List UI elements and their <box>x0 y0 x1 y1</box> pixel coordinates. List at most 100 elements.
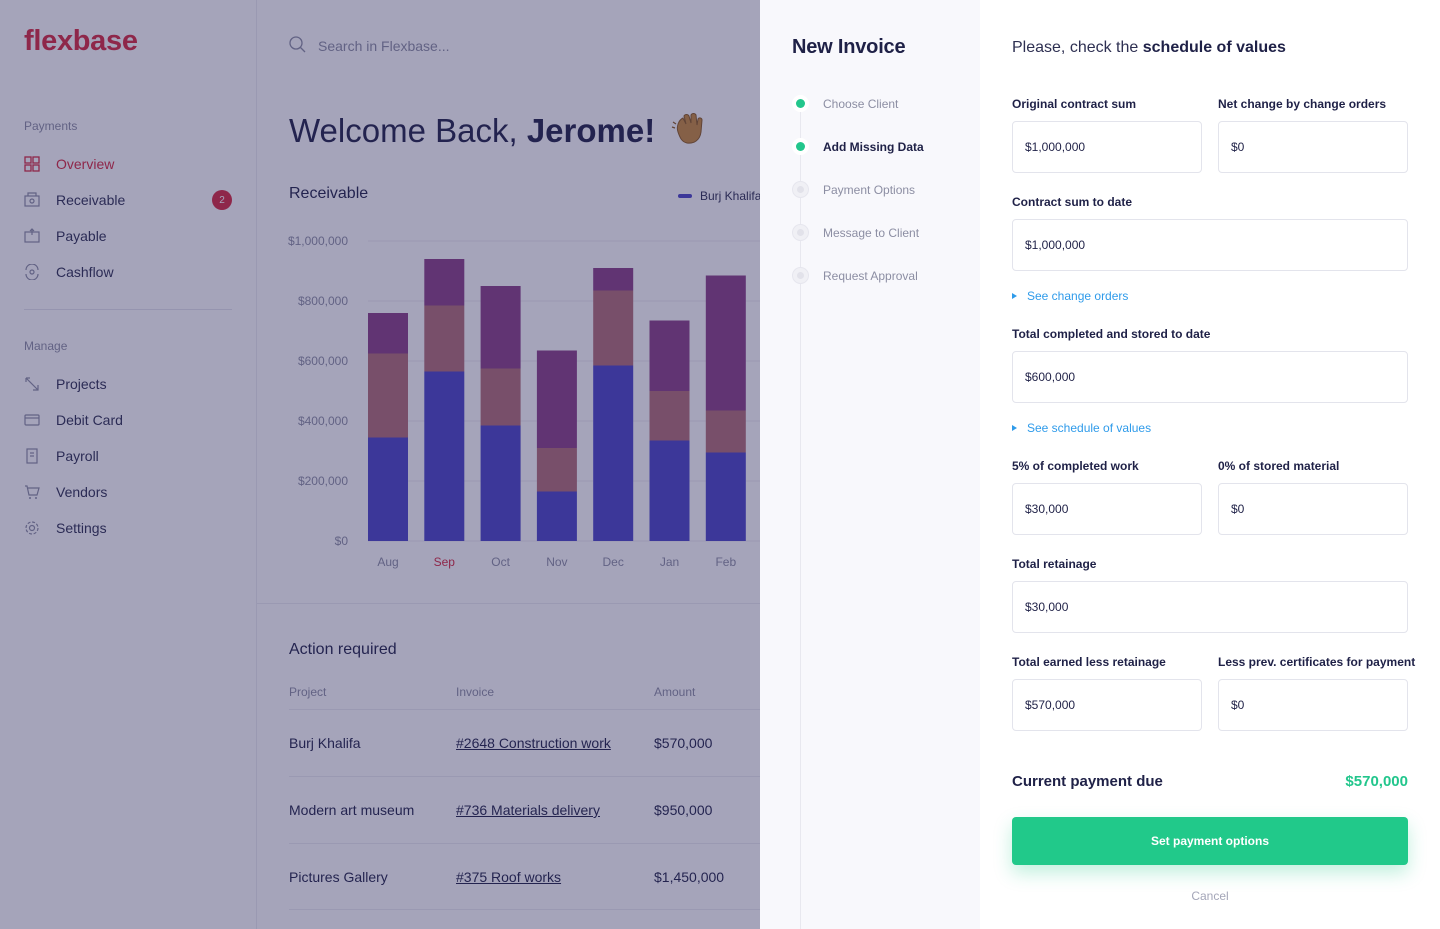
total-retainage-field[interactable]: $30,000 <box>1012 581 1408 633</box>
step-request-approval[interactable]: Request Approval <box>792 267 918 284</box>
modal-backdrop[interactable] <box>0 0 760 929</box>
row-amount: $570,000 <box>654 735 713 751</box>
sidebar-divider <box>24 309 232 310</box>
sidebar-item-projects[interactable]: Projects <box>24 372 232 396</box>
sidebar-item-cashflow[interactable]: Cashflow <box>24 260 232 284</box>
sidebar-item-label: Vendors <box>56 484 108 500</box>
sidebar-item-label: Receivable <box>56 192 126 208</box>
x-tick-label: Oct <box>491 555 510 569</box>
action-required-title: Action required <box>289 641 397 658</box>
bar-segment <box>424 305 465 372</box>
row-amount: $1,450,000 <box>654 869 725 885</box>
step-message-to-client[interactable]: Message to Client <box>792 224 919 241</box>
net-change-field[interactable]: $0 <box>1218 121 1408 173</box>
table-divider <box>289 776 760 777</box>
step-current-icon <box>792 138 809 155</box>
step-pending-icon <box>792 224 809 241</box>
original-contract-sum-field[interactable]: $1,000,000 <box>1012 121 1202 173</box>
invoice-link[interactable]: #375 Roof works <box>456 869 562 885</box>
x-tick-label: Aug <box>377 555 398 569</box>
search-icon <box>289 36 306 56</box>
step-label: Choose Client <box>823 96 899 111</box>
contract-sum-to-date-label: Contract sum to date <box>1012 195 1133 209</box>
bar-segment <box>368 437 408 541</box>
earned-less-retainage-field[interactable]: $570,000 <box>1012 679 1202 731</box>
sidebar-item-vendors[interactable]: Vendors <box>24 480 232 504</box>
table-divider <box>289 909 760 910</box>
sidebar-item-overview[interactable]: Overview <box>24 152 232 176</box>
user-name: Jerome! <box>526 112 656 149</box>
link-label: See change orders <box>1027 289 1129 303</box>
vendors-icon <box>24 484 40 500</box>
sidebar: flexbase Payments Overview Receivable 2 … <box>0 0 257 929</box>
x-tick-label: Jan <box>660 555 679 569</box>
total-retainage-label: Total retainage <box>1012 557 1097 571</box>
sidebar-item-debit-card[interactable]: Debit Card <box>24 408 232 432</box>
completed-work-field[interactable]: $30,000 <box>1012 483 1202 535</box>
cashflow-icon <box>24 264 40 280</box>
step-label: Add Missing Data <box>823 139 924 154</box>
step-choose-client[interactable]: Choose Client <box>792 95 898 112</box>
form-heading: Please, check the schedule of values <box>1012 39 1286 57</box>
sidebar-item-label: Payroll <box>56 448 99 464</box>
expand-triangle-icon <box>1012 425 1017 431</box>
original-contract-sum-label: Original contract sum <box>1012 97 1137 111</box>
invoice-form-panel: Please, check the schedule of values Ori… <box>980 0 1440 929</box>
completed-work-label: 5% of completed work <box>1012 459 1139 473</box>
step-label: Message to Client <box>823 225 920 240</box>
current-payment-label: Current payment due <box>1012 773 1163 790</box>
manage-section-title: Manage <box>24 339 68 353</box>
y-tick-label: $200,000 <box>298 474 348 488</box>
see-schedule-of-values-link[interactable]: See schedule of values <box>1012 421 1151 435</box>
stored-material-label: 0% of stored material <box>1218 459 1340 473</box>
payable-icon <box>24 228 40 244</box>
expand-triangle-icon <box>1012 293 1017 299</box>
stored-material-field[interactable]: $0 <box>1218 483 1408 535</box>
receivable-chart-title: Receivable <box>289 185 369 202</box>
cancel-button[interactable]: Cancel <box>1191 889 1229 903</box>
bar-segment <box>536 491 577 541</box>
sidebar-item-label: Debit Card <box>56 412 123 428</box>
bar-segment <box>536 350 577 448</box>
step-payment-options[interactable]: Payment Options <box>792 181 915 198</box>
bar-segment <box>424 259 465 306</box>
x-tick-label: Dec <box>603 555 624 569</box>
payroll-icon <box>24 448 40 464</box>
form-heading-prefix: Please, check the <box>1012 39 1139 56</box>
invoice-steps-panel: New Invoice Choose Client Add Missing Da… <box>760 0 980 929</box>
y-tick-label: $1,000,000 <box>288 234 348 248</box>
step-add-missing-data[interactable]: Add Missing Data <box>792 138 924 155</box>
logo[interactable]: flexbase <box>24 25 138 57</box>
table-divider <box>289 709 760 710</box>
bar-segment <box>424 371 465 541</box>
y-tick-label: $600,000 <box>298 354 348 368</box>
step-label: Payment Options <box>823 182 916 197</box>
greeting-text: Welcome Back, <box>289 112 518 149</box>
bar-segment <box>536 448 577 492</box>
row-project: Pictures Gallery <box>289 869 388 885</box>
less-prev-certificates-field[interactable]: $0 <box>1218 679 1408 731</box>
column-header-amount: Amount <box>654 685 696 699</box>
net-change-label: Net change by change orders <box>1218 97 1387 111</box>
sidebar-item-receivable[interactable]: Receivable 2 <box>24 188 232 212</box>
bar-segment <box>649 391 690 441</box>
sidebar-item-label: Overview <box>56 156 115 172</box>
contract-sum-to-date-field[interactable]: $1,000,000 <box>1012 219 1408 271</box>
sidebar-item-payroll[interactable]: Payroll <box>24 444 232 468</box>
bar-segment <box>705 410 746 453</box>
invoice-link[interactable]: #736 Materials delivery <box>456 802 600 818</box>
section-divider <box>257 603 760 604</box>
bar-segment <box>649 320 690 391</box>
x-tick-label: Nov <box>546 555 567 569</box>
bar-segment <box>705 275 746 411</box>
see-change-orders-link[interactable]: See change orders <box>1012 289 1128 303</box>
total-completed-field[interactable]: $600,000 <box>1012 351 1408 403</box>
sidebar-item-settings[interactable]: Settings <box>24 516 232 540</box>
x-tick-label: Sep <box>434 555 456 569</box>
waving-hand-icon <box>670 112 706 146</box>
y-tick-label: $800,000 <box>298 294 348 308</box>
search-input[interactable]: Search in Flexbase... <box>289 36 450 56</box>
invoice-link[interactable]: #2648 Construction work <box>456 735 611 751</box>
sidebar-item-payable[interactable]: Payable <box>24 224 232 248</box>
set-payment-options-button[interactable]: Set payment options <box>1012 817 1408 865</box>
